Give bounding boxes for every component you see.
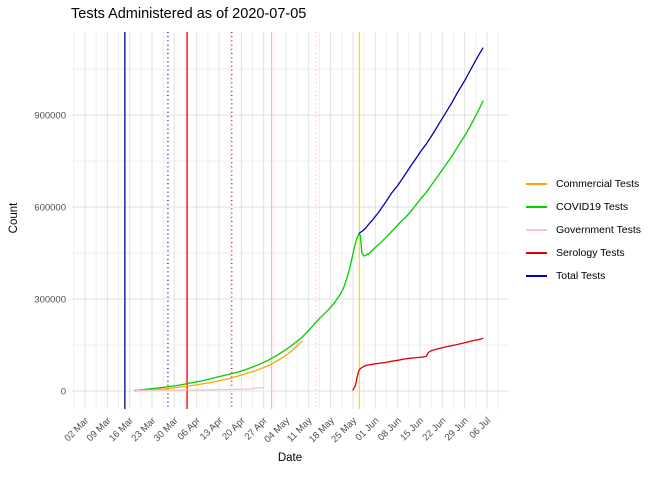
x-axis-title: Date	[277, 452, 303, 464]
legend: Commercial Tests COVID19 Tests Government …	[526, 172, 641, 287]
legend-swatch	[526, 274, 547, 277]
x-tick-label: 16 Mar	[107, 415, 136, 444]
x-tick-label: 20 Apr	[220, 415, 247, 442]
y-tick-label: 300000	[34, 295, 66, 306]
y-axis-title: Count	[8, 202, 20, 234]
x-tick-label: 22 Jun	[421, 415, 449, 443]
legend-item-government-tests: Government Tests	[526, 218, 641, 241]
x-tick-label: 23 Mar	[129, 415, 158, 444]
x-tick-label: 29 Jun	[443, 415, 471, 443]
y-tick-label: 900000	[34, 111, 66, 122]
legend-item-commercial-tests: Commercial Tests	[526, 172, 641, 195]
x-tick-label: 25 May	[329, 415, 359, 445]
legend-item-covid19-tests: COVID19 Tests	[526, 195, 641, 218]
legend-label: Total Tests	[556, 269, 606, 282]
legend-label: COVID19 Tests	[556, 200, 629, 213]
legend-swatch	[526, 228, 547, 231]
x-tick-label: 08 Jun	[376, 415, 404, 443]
chart-title: Tests Administered as of 2020-07-05	[71, 6, 307, 22]
legend-label: Commercial Tests	[556, 177, 640, 190]
series-line-commercial-tests	[134, 340, 303, 392]
x-tick-label: 06 Apr	[176, 415, 203, 442]
y-tick-label: 600000	[34, 203, 66, 214]
legend-swatch	[526, 251, 547, 254]
x-tick-label: 13 Apr	[198, 415, 225, 442]
legend-item-serology-tests: Serology Tests	[526, 241, 641, 264]
x-tick-label: 01 Jun	[354, 415, 382, 443]
series-line-government-tests	[135, 386, 265, 392]
series-line-total-tests	[358, 47, 484, 234]
legend-swatch	[526, 182, 547, 185]
y-tick-label: 0	[61, 387, 66, 398]
series-line-serology-tests	[352, 337, 484, 391]
legend-label: Government Tests	[556, 223, 642, 236]
series-line-covid19-tests	[134, 100, 484, 392]
legend-swatch	[526, 205, 547, 208]
x-tick-label: 06 Jul	[467, 415, 493, 441]
x-tick-label: 09 Mar	[85, 415, 114, 444]
legend-item-total-tests: Total Tests	[526, 264, 641, 287]
x-tick-label: 02 Mar	[62, 415, 91, 444]
x-tick-label: 30 Mar	[152, 415, 181, 444]
legend-label: Serology Tests	[556, 246, 625, 259]
x-tick-label: 15 Jun	[398, 415, 426, 443]
